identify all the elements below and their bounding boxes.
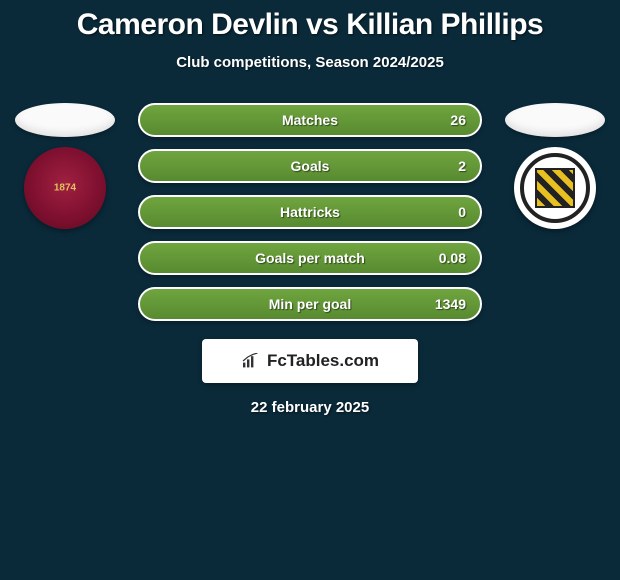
stat-row: Min per goal 1349 (138, 287, 482, 321)
branding-text: FcTables.com (267, 351, 379, 371)
stat-label: Matches (282, 112, 338, 128)
club-crest-right (514, 147, 596, 229)
stat-row: Matches 26 (138, 103, 482, 137)
subtitle: Club competitions, Season 2024/2025 (0, 54, 620, 71)
crest-pattern (535, 168, 575, 208)
stat-label: Min per goal (269, 296, 351, 312)
stat-value: 1349 (435, 296, 466, 312)
chart-icon (241, 353, 261, 369)
stat-row: Hattricks 0 (138, 195, 482, 229)
date-label: 22 february 2025 (0, 399, 620, 416)
stat-label: Hattricks (280, 204, 340, 220)
page-title: Cameron Devlin vs Killian Phillips (0, 8, 620, 42)
player-left-column (10, 103, 120, 229)
stat-value: 0.08 (439, 250, 466, 266)
branding-box: FcTables.com (202, 339, 418, 383)
stat-row: Goals 2 (138, 149, 482, 183)
stat-label: Goals per match (255, 250, 365, 266)
player-right-column (500, 103, 610, 229)
comparison-card: Cameron Devlin vs Killian Phillips Club … (0, 0, 620, 416)
flag-left (15, 103, 115, 137)
stat-value: 0 (458, 204, 466, 220)
stats-bars: Matches 26 Goals 2 Hattricks 0 Goals per… (138, 103, 482, 321)
comparison-body: Matches 26 Goals 2 Hattricks 0 Goals per… (0, 103, 620, 321)
stat-value: 26 (450, 112, 466, 128)
club-crest-left (24, 147, 106, 229)
stat-row: Goals per match 0.08 (138, 241, 482, 275)
stat-label: Goals (291, 158, 330, 174)
flag-right (505, 103, 605, 137)
stat-value: 2 (458, 158, 466, 174)
